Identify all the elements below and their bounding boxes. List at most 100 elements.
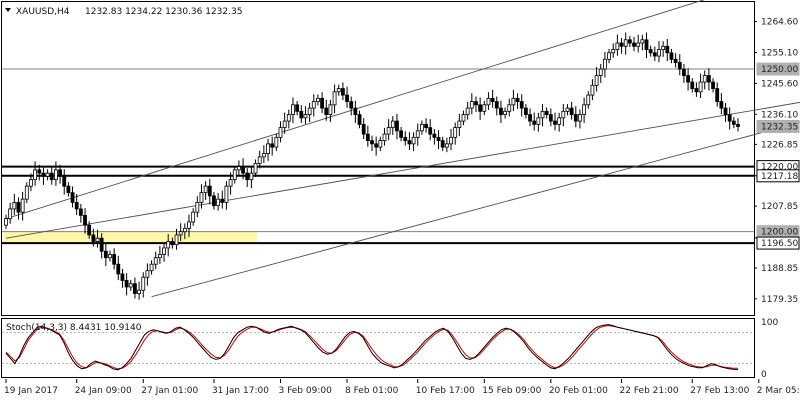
candle-body-up (162, 247, 166, 255)
date-tick-label: 31 Jan 17:00 (212, 386, 269, 396)
collapse-triangle-icon[interactable] (5, 8, 11, 12)
candle-body-up (415, 130, 420, 138)
candle-body-up (178, 231, 183, 236)
candle-body-down (207, 185, 212, 197)
candle-body-down (133, 283, 137, 294)
candle-body-up (203, 185, 208, 194)
candle-body-down (241, 166, 245, 174)
candle-body-up (469, 101, 474, 109)
candle-body-up (166, 241, 171, 249)
candle-body-up (311, 101, 316, 109)
candle-body-up (174, 234, 179, 246)
candle-body-down (523, 107, 528, 115)
candle-body-down (515, 97, 520, 102)
candle-body-down (627, 39, 632, 44)
candle-body-up (623, 39, 628, 47)
candle-body-up (316, 97, 320, 102)
stochastic-layer: 100 0 (2, 318, 778, 380)
candle-body-up (249, 172, 254, 181)
candle-body-down (37, 169, 42, 174)
candle-body-up (611, 49, 616, 54)
candle-body-up (54, 169, 58, 181)
price-tick-label: 1236.10 (761, 110, 798, 120)
price-label-text: 1200.00 (761, 228, 798, 238)
candle-body-up (607, 52, 611, 60)
price-label-box (756, 236, 800, 250)
candle-body-down (353, 107, 358, 115)
candle-body-up (657, 49, 661, 57)
candle-body-down (41, 172, 46, 177)
price-label-text: 1220.00 (761, 163, 798, 173)
candle-body-down (16, 202, 21, 213)
candle-body-up (449, 136, 453, 145)
date-tick-label: 2 Mar 05:00 (757, 386, 800, 396)
candle-body-down (428, 127, 433, 135)
candle-body-down (690, 81, 695, 89)
candle-body-up (261, 153, 266, 158)
price-tick-label: 1188.85 (761, 264, 798, 274)
candle-body-up (291, 104, 295, 115)
candle-body-down (682, 68, 686, 76)
candle-body-down (220, 198, 225, 203)
candle-body-up (590, 84, 595, 96)
candle-body-up (8, 208, 13, 220)
candle-body-down (499, 107, 503, 115)
candle-body-down (665, 45, 670, 54)
candle-body-down (58, 169, 62, 177)
candle-body-up (640, 39, 645, 44)
candle-body-up (253, 162, 258, 174)
candle-body-up (257, 156, 262, 164)
candle-body-up (453, 127, 458, 138)
candle-body-up (182, 228, 187, 233)
candle-body-down (170, 241, 175, 246)
price-label-text: 1217.18 (761, 172, 798, 182)
candle-body-down (424, 123, 428, 128)
candle-body-up (461, 114, 466, 122)
candle-body-down (673, 58, 678, 63)
candle-body-up (482, 104, 487, 112)
candle-body-down (124, 280, 129, 288)
candle-body-up (565, 107, 570, 112)
price-tick-label: 1226.85 (761, 140, 798, 150)
ohlc-values: 1232.83 1234.22 1230.36 1232.35 (85, 7, 242, 17)
candle-body-down (74, 202, 79, 210)
candle-body-up (411, 136, 416, 145)
channel-line (151, 121, 800, 298)
candle-body-up (465, 107, 470, 115)
candle-body-up (594, 75, 599, 86)
channel-lines-layer (5, 0, 800, 298)
candle-body-down (731, 120, 736, 125)
candle-body-down (299, 110, 304, 119)
price-label-text: 1196.50 (761, 239, 798, 249)
support-zone-layer (4, 231, 258, 244)
candle-body-down (519, 101, 524, 109)
candle-body-up (224, 185, 229, 203)
candle-body-down (736, 123, 740, 127)
candle-body-down (49, 172, 54, 181)
candle-body-up (195, 202, 200, 213)
candle-body-down (99, 237, 104, 252)
candle-body-down (270, 143, 275, 148)
candle-body-down (403, 136, 408, 142)
candle-body-up (503, 110, 507, 115)
candle-body-down (245, 172, 250, 181)
price-label-box (756, 169, 800, 183)
candle-body-up (332, 91, 337, 106)
candle-body-up (378, 140, 383, 148)
stoch-panel-frame (1, 318, 755, 378)
candle-body-down (711, 81, 715, 89)
candle-body-up (661, 45, 666, 50)
candle-body-down (436, 136, 441, 142)
candle-body-down (83, 215, 87, 226)
candle-body-down (407, 140, 412, 145)
candle-body-down (569, 107, 574, 115)
candle-body-down (652, 52, 657, 57)
candle-body-up (266, 143, 270, 155)
price-label-box (756, 119, 800, 133)
candle-body-down (553, 120, 557, 125)
candle-body-up (45, 172, 50, 177)
candle-body-up (507, 104, 512, 112)
channel-line (5, 101, 800, 239)
